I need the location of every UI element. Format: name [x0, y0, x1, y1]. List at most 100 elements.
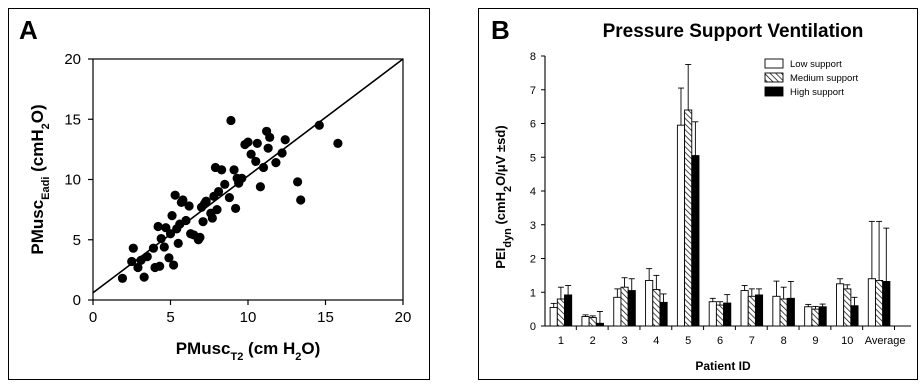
data-point	[263, 143, 273, 153]
data-point	[220, 179, 230, 189]
data-point	[128, 243, 138, 253]
y-tick-label: 5	[73, 232, 81, 249]
data-point	[184, 201, 194, 211]
bar	[836, 283, 845, 327]
bar	[850, 305, 859, 327]
x-tick-label: 5	[685, 335, 691, 347]
data-point	[246, 149, 256, 159]
x-tick-label: 2	[590, 335, 596, 347]
bar	[549, 306, 558, 327]
data-point	[178, 195, 188, 205]
y-tick-label: 1	[530, 287, 536, 299]
data-point	[243, 137, 253, 147]
y-axis-label: PMuscEadi (cmH2O)	[28, 104, 52, 254]
data-point	[231, 203, 241, 214]
bar	[588, 317, 597, 327]
data-point	[159, 242, 169, 252]
legend-swatch	[764, 72, 784, 83]
x-tick-label: 1	[558, 335, 564, 347]
bar	[811, 308, 820, 327]
data-point	[212, 205, 222, 215]
data-point	[181, 215, 191, 226]
x-tick-label: 10	[240, 309, 257, 326]
bar	[684, 109, 693, 327]
y-tick-label: 2	[530, 254, 536, 266]
bar	[779, 298, 788, 327]
data-point	[169, 260, 179, 270]
bar	[740, 290, 749, 327]
bar	[843, 288, 852, 327]
x-tick-label: 4	[653, 335, 659, 347]
data-point	[252, 138, 262, 148]
data-point	[142, 252, 152, 262]
bar	[676, 124, 686, 327]
y-tick-label: 10	[64, 172, 81, 189]
x-tick-label: 10	[841, 335, 853, 347]
data-point	[226, 115, 236, 126]
data-point	[333, 138, 343, 148]
y-tick-label: 20	[64, 51, 81, 68]
data-point	[139, 272, 149, 282]
panel-b: B Pressure Support Ventilation 0 1 2 3 4 5 6 7 8 1…	[478, 8, 918, 380]
bar	[723, 302, 732, 327]
data-point	[217, 165, 227, 175]
x-tick-label: 9	[812, 335, 818, 347]
y-tick-label: 8	[530, 51, 536, 63]
x-tick-label: 7	[749, 335, 755, 347]
bar	[613, 296, 622, 327]
bar	[652, 289, 661, 327]
bar	[754, 294, 764, 327]
bar	[747, 295, 756, 327]
x-tick-label: Average	[865, 335, 906, 347]
legend-label: Medium support	[790, 73, 858, 84]
data-point	[198, 217, 208, 227]
bar	[715, 304, 725, 327]
data-point	[251, 156, 261, 167]
x-tick-label: 8	[781, 335, 787, 347]
data-point	[117, 273, 128, 283]
y-tick-label: 6	[530, 119, 536, 131]
bar	[804, 306, 813, 327]
data-point	[173, 238, 183, 248]
x-tick-label: 3	[621, 335, 627, 347]
bar	[875, 279, 884, 327]
bar	[659, 301, 668, 327]
data-point	[213, 186, 224, 197]
bar	[627, 290, 636, 327]
legend-swatch	[764, 86, 784, 97]
x-tick-label: 5	[166, 309, 174, 326]
data-point	[293, 177, 303, 187]
x-axis-label: PMuscT2 (cm H2O)	[176, 339, 321, 363]
x-tick-label: 20	[395, 309, 412, 326]
bar	[708, 301, 717, 327]
data-point	[164, 253, 174, 263]
data-point	[258, 162, 269, 173]
data-point	[170, 190, 180, 200]
bar	[564, 294, 573, 327]
y-tick-label: 15	[64, 111, 81, 128]
data-point	[127, 256, 137, 267]
data-point	[195, 232, 205, 242]
bar	[867, 278, 876, 327]
bar-chart: Pressure Support Ventilation 0 1 2 3 4 5 6 7 8 1 2 3…	[493, 21, 911, 373]
data-point	[224, 192, 234, 203]
panel-a: A 0 5 10 15 20 0 5 10 15 20 PMuscT2 (cm H2O) PMuscE…	[8, 8, 430, 380]
data-point	[201, 196, 211, 206]
data-point	[207, 213, 217, 223]
y-tick-label: 0	[530, 321, 536, 333]
y-tick-label: 3	[530, 220, 536, 232]
data-point	[237, 173, 247, 183]
y-tick-label: 4	[530, 186, 536, 198]
data-point	[255, 182, 265, 192]
data-point	[148, 243, 159, 253]
panel-b-letter: B	[491, 15, 510, 45]
bar	[882, 281, 891, 327]
data-point	[280, 135, 290, 145]
x-tick-label: 6	[717, 335, 723, 347]
bar	[786, 297, 795, 327]
data-point	[167, 211, 177, 221]
bar	[818, 306, 827, 327]
chart-title: Pressure Support Ventilation	[603, 21, 864, 42]
x-tick-label: 15	[317, 309, 334, 326]
x-axis-label: Patient ID	[695, 359, 751, 373]
